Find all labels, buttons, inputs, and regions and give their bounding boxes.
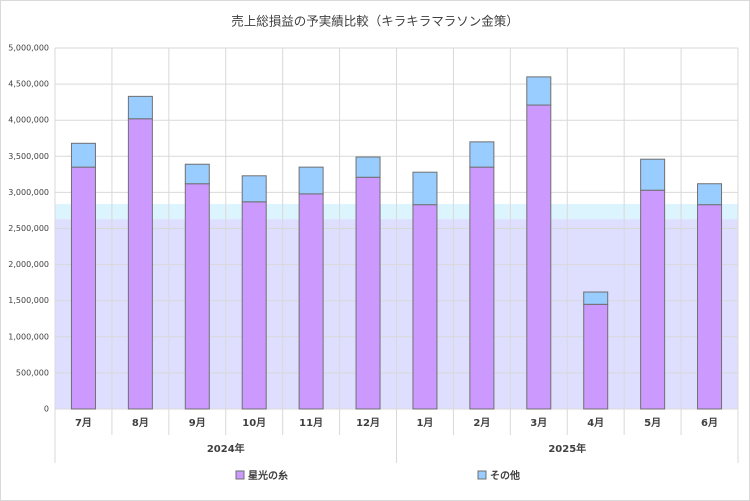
bar-segment — [640, 158, 666, 191]
bar-segment — [298, 193, 324, 410]
x-tick-label: 3月 — [530, 417, 547, 429]
bar-segment — [526, 76, 552, 106]
x-tick-label: 5月 — [644, 417, 661, 429]
bar-segment — [640, 189, 666, 410]
legend-swatch — [477, 470, 487, 480]
legend-swatch — [235, 470, 245, 480]
group-label: 2025年 — [548, 442, 586, 455]
y-tick-label: 1,000,000 — [8, 332, 49, 341]
group-label: 2024年 — [207, 442, 245, 455]
bar-segment — [70, 142, 96, 168]
y-tick-label: 2,000,000 — [8, 260, 49, 269]
bar-segment — [127, 95, 153, 120]
y-tick-label: 500,000 — [16, 368, 49, 377]
bar-segment — [526, 104, 552, 410]
bar-segment — [697, 204, 723, 410]
x-tick-label: 6月 — [701, 417, 718, 429]
bar-segment — [241, 175, 267, 203]
bar-segment — [355, 176, 381, 410]
y-tick-label: 3,000,000 — [8, 188, 49, 197]
bar-segment — [184, 163, 210, 185]
bar-segment — [355, 156, 381, 178]
x-tick-label: 4月 — [587, 417, 604, 429]
bar-segment — [469, 166, 495, 410]
y-tick-label: 5,000,000 — [8, 44, 49, 53]
x-tick-label: 10月 — [242, 417, 266, 429]
chart-title: 売上総損益の予実績比較（キラキラマラソン金策） — [231, 14, 519, 29]
bar-segment — [583, 303, 609, 410]
bar-segment — [697, 183, 723, 206]
x-tick-label: 9月 — [189, 417, 206, 429]
plan-area — [567, 203, 625, 220]
bar-segment — [469, 141, 495, 168]
bar-segment — [412, 171, 438, 206]
x-tick-label: 7月 — [75, 417, 92, 429]
y-tick-label: 1,500,000 — [8, 296, 49, 305]
bar-segment — [412, 204, 438, 410]
y-tick-label: 3,500,000 — [8, 152, 49, 161]
x-tick-label: 12月 — [356, 417, 380, 429]
legend-label: その他 — [490, 469, 520, 482]
bar-segment — [583, 291, 609, 305]
y-tick-label: 4,000,000 — [8, 116, 49, 125]
bar-segment — [70, 166, 96, 410]
bar-segment — [298, 166, 324, 195]
legend-label: 星光の糸 — [248, 469, 288, 482]
x-tick-label: 1月 — [416, 417, 433, 429]
bar-segment — [241, 201, 267, 410]
bar-segment — [184, 183, 210, 410]
x-tick-label: 8月 — [132, 417, 149, 429]
x-tick-label: 2月 — [473, 417, 490, 429]
y-tick-label: 0 — [44, 405, 49, 414]
x-tick-label: 11月 — [299, 417, 323, 429]
y-tick-label: 4,500,000 — [8, 80, 49, 89]
bar-segment — [127, 118, 153, 410]
y-tick-label: 2,500,000 — [8, 224, 49, 233]
